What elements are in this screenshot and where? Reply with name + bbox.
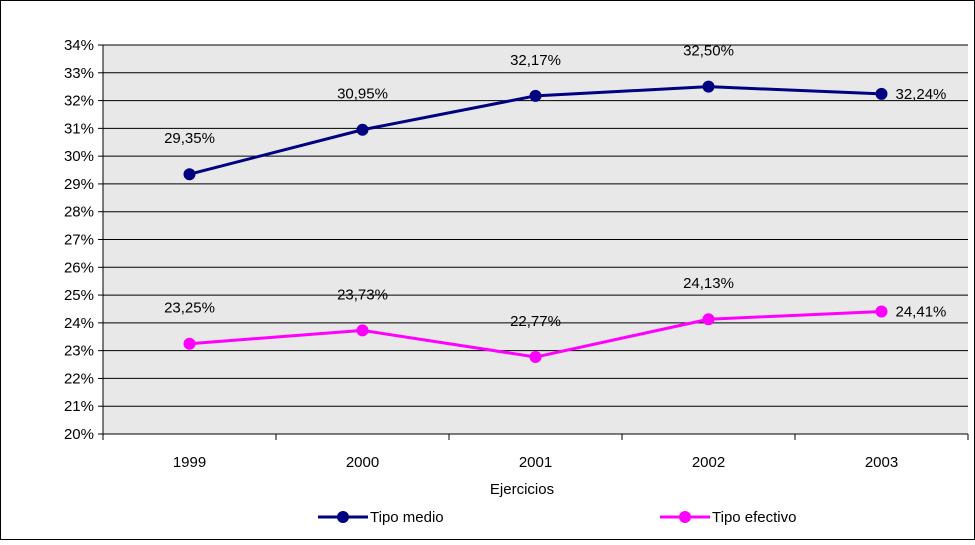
data-point bbox=[702, 80, 715, 93]
y-tick-label: 21% bbox=[64, 398, 94, 415]
legend-label: Tipo medio bbox=[370, 509, 444, 526]
data-point bbox=[183, 337, 196, 350]
legend: Tipo medio Tipo efectivo bbox=[318, 509, 797, 526]
data-label: 23,25% bbox=[164, 300, 215, 317]
data-point bbox=[356, 324, 369, 337]
x-tick-label: 2000 bbox=[346, 454, 379, 471]
y-tick-label: 24% bbox=[64, 315, 94, 332]
data-label: 23,73% bbox=[337, 286, 388, 303]
data-point bbox=[875, 87, 888, 100]
data-label: 32,50% bbox=[683, 43, 734, 60]
legend-label: Tipo efectivo bbox=[712, 509, 797, 526]
data-label: 24,13% bbox=[683, 275, 734, 292]
data-label: 22,77% bbox=[510, 313, 561, 330]
data-point bbox=[529, 89, 542, 102]
y-tick-label: 31% bbox=[64, 120, 94, 137]
data-point bbox=[183, 168, 196, 181]
x-tick-label: 2001 bbox=[519, 454, 552, 471]
y-tick-label: 30% bbox=[64, 148, 94, 165]
y-tick-label: 26% bbox=[64, 259, 94, 276]
y-tick-label: 20% bbox=[64, 426, 94, 443]
data-label: 30,95% bbox=[337, 86, 388, 103]
data-point bbox=[875, 305, 888, 318]
y-tick-label: 33% bbox=[64, 65, 94, 82]
legend-marker bbox=[337, 511, 349, 523]
data-label: 32,24% bbox=[896, 86, 947, 103]
y-tick-label: 28% bbox=[64, 204, 94, 221]
x-tick-label: 1999 bbox=[173, 454, 206, 471]
x-tick-label: 2002 bbox=[692, 454, 725, 471]
y-tick-label: 22% bbox=[64, 370, 94, 387]
y-tick-label: 32% bbox=[64, 93, 94, 110]
y-tick-label: 23% bbox=[64, 343, 94, 360]
y-tick-label: 29% bbox=[64, 176, 94, 193]
data-label: 29,35% bbox=[164, 130, 215, 147]
legend-marker bbox=[679, 511, 691, 523]
y-tick-label: 25% bbox=[64, 287, 94, 304]
y-tick-label: 27% bbox=[64, 232, 94, 249]
data-point bbox=[702, 313, 715, 326]
data-label: 24,41% bbox=[896, 303, 947, 320]
data-point bbox=[356, 123, 369, 136]
x-tick-label: 2003 bbox=[865, 454, 898, 471]
x-axis-title: Ejercicios bbox=[490, 481, 554, 498]
y-tick-label: 34% bbox=[64, 37, 94, 54]
data-point bbox=[529, 351, 542, 364]
data-label: 32,17% bbox=[510, 52, 561, 69]
